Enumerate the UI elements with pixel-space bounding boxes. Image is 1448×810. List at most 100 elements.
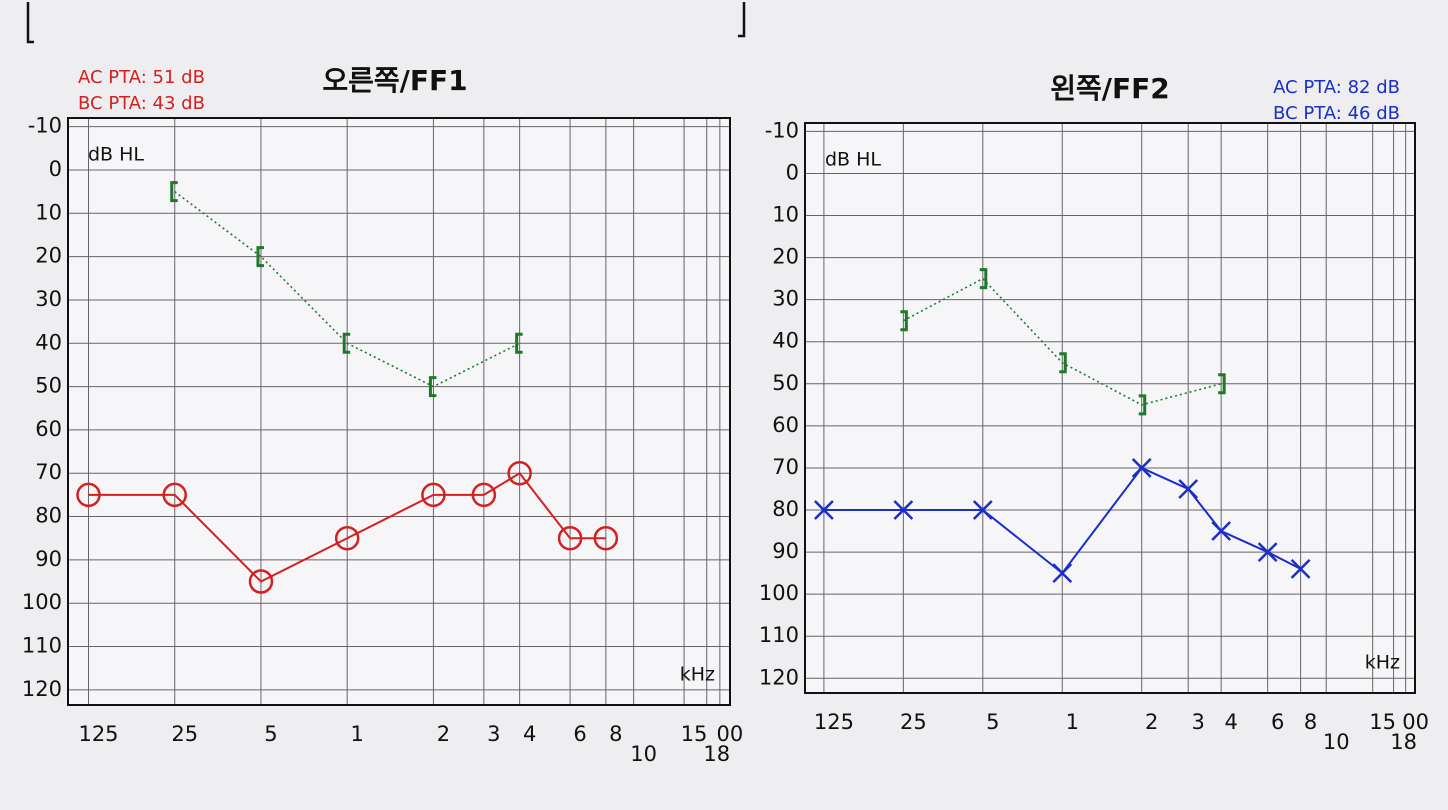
chart-title: 오른쪽/FF1 xyxy=(322,64,467,97)
x-axis-label: kHz xyxy=(680,664,715,686)
y-tick-label: 80 xyxy=(35,504,62,528)
bc-marker xyxy=(1059,352,1067,374)
paper-edge xyxy=(26,2,746,44)
y-tick-label: 120 xyxy=(759,665,799,689)
y-tick-label: 80 xyxy=(772,497,799,521)
ac-marker xyxy=(593,525,619,551)
ac-marker xyxy=(248,569,274,594)
bc-marker xyxy=(428,376,437,398)
y-tick-label: 50 xyxy=(35,374,62,398)
bc-marker xyxy=(979,268,988,290)
x-tick-label: 5 xyxy=(986,710,999,734)
x-tick-label: 10 xyxy=(630,742,657,766)
data-point xyxy=(1138,394,1147,416)
x-tick-label: 1 xyxy=(1066,710,1079,734)
data-point xyxy=(1218,373,1226,395)
y-tick-label: 30 xyxy=(35,287,62,311)
data-point xyxy=(593,525,619,551)
ac-marker xyxy=(1178,479,1199,499)
y-tick-label: 40 xyxy=(772,329,799,353)
pta-annotation: AC PTA: 51 dB xyxy=(78,67,205,88)
ac-marker xyxy=(1211,521,1232,541)
bc-marker xyxy=(1138,394,1147,416)
y-tick-label: 110 xyxy=(759,623,799,647)
ac-marker xyxy=(814,500,834,520)
ac-marker xyxy=(972,500,993,520)
data-point xyxy=(162,482,187,508)
data-point xyxy=(507,460,532,486)
data-point xyxy=(979,268,988,290)
data-point xyxy=(1059,352,1067,374)
y-tick-label: 90 xyxy=(35,547,62,571)
x-axis-label: kHz xyxy=(1365,652,1400,674)
x-tick-label: 25 xyxy=(171,722,198,746)
y-tick-label: 20 xyxy=(35,244,62,268)
x-tick-label: 2 xyxy=(1145,710,1158,734)
plot-frame xyxy=(67,117,731,706)
x-tick-label: 10 xyxy=(1323,730,1350,754)
series-line xyxy=(88,471,606,583)
y-tick-label: 10 xyxy=(35,200,62,224)
pta-annotation: AC PTA: 82 dB xyxy=(1273,77,1400,98)
plot-background xyxy=(68,118,730,705)
bc-marker xyxy=(170,181,178,203)
y-tick-label: 100 xyxy=(22,590,62,614)
x-tick-label: 6 xyxy=(573,722,586,746)
ac-marker xyxy=(76,482,101,508)
x-tick-label: 125 xyxy=(814,710,854,734)
y-tick-label: 0 xyxy=(49,157,62,181)
y-tick-label: 40 xyxy=(35,330,62,354)
data-point xyxy=(1211,521,1232,541)
x-tick-label: 125 xyxy=(78,722,118,746)
x-tick-label: 8 xyxy=(1304,710,1317,734)
data-point xyxy=(421,482,446,508)
chart-title: 왼쪽/FF2 xyxy=(1050,72,1169,105)
ac-marker xyxy=(557,525,583,551)
data-point xyxy=(342,332,351,354)
y-tick-label: -10 xyxy=(28,114,62,138)
y-tick-label: 120 xyxy=(22,677,62,701)
series-line xyxy=(902,277,1222,406)
y-tick-label: 60 xyxy=(772,413,799,437)
data-point xyxy=(515,332,523,354)
x-tick-label: 3 xyxy=(487,722,500,746)
data-point xyxy=(1052,563,1073,583)
x-tick-label: 18 xyxy=(703,742,730,766)
y-tick-label: 100 xyxy=(759,581,799,605)
x-tick-label: 00 xyxy=(716,722,743,746)
y-tick-label: 10 xyxy=(772,203,799,227)
data-point xyxy=(170,181,178,203)
data-point xyxy=(900,310,908,332)
ac-marker xyxy=(334,525,360,551)
x-tick-label: 18 xyxy=(1390,730,1417,754)
data-point xyxy=(557,525,583,551)
y-tick-label: 50 xyxy=(772,371,799,395)
data-point xyxy=(428,376,437,398)
x-tick-label: 4 xyxy=(523,722,536,746)
y-tick-label: 70 xyxy=(772,455,799,479)
y-axis-label: dB HL xyxy=(88,144,144,166)
bc-marker xyxy=(256,246,264,268)
ac-marker xyxy=(507,460,532,486)
plot-background xyxy=(805,123,1415,693)
ac-marker xyxy=(1131,458,1152,478)
x-tick-label: 5 xyxy=(264,722,277,746)
y-tick-label: 0 xyxy=(786,160,799,184)
data-point xyxy=(814,500,834,520)
ac-marker xyxy=(1290,559,1311,579)
ac-marker xyxy=(421,482,446,508)
ac-marker xyxy=(162,482,187,508)
data-point xyxy=(1257,542,1278,562)
pta-annotation: BC PTA: 46 dB xyxy=(1273,103,1400,124)
data-point xyxy=(334,525,360,551)
bc-marker xyxy=(1218,373,1226,395)
x-tick-label: 1 xyxy=(351,722,364,746)
y-tick-label: 60 xyxy=(35,417,62,441)
data-point xyxy=(972,500,993,520)
data-point xyxy=(1131,458,1152,478)
ac-marker xyxy=(893,500,914,520)
series-line xyxy=(174,191,521,388)
y-tick-label: 20 xyxy=(772,245,799,269)
bc-marker xyxy=(342,332,351,354)
